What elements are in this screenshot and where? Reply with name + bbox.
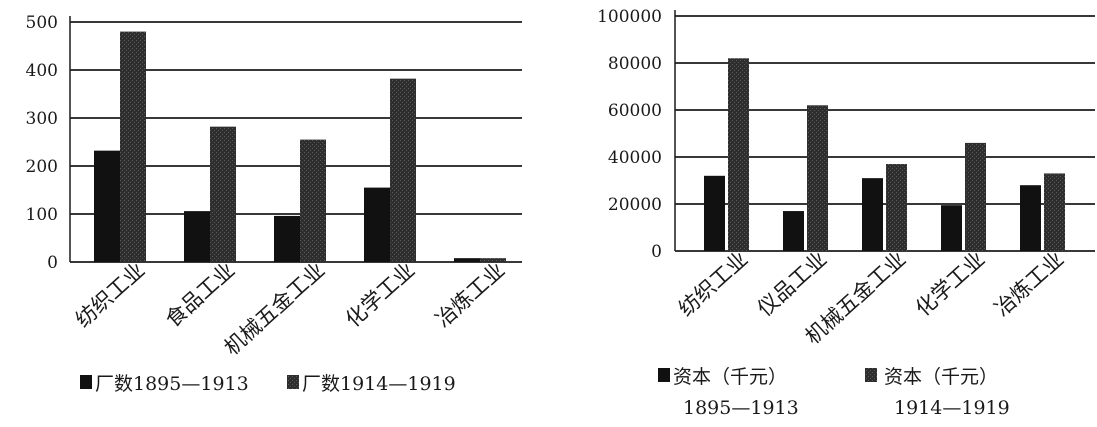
x-tick-label: 冶炼工业	[990, 247, 1068, 321]
bar	[728, 58, 749, 251]
y-tick-label: 60000	[608, 101, 662, 121]
bar	[94, 150, 120, 262]
y-tick-label: 100	[26, 205, 58, 225]
y-tick-label: 100000	[597, 7, 662, 27]
legend-label: 资本（千元）	[884, 366, 998, 388]
x-tick-label: 化学工业	[341, 258, 419, 332]
x-tick-label: 纺织工业	[674, 247, 752, 321]
bar	[862, 178, 883, 251]
legend-label: 1914—1919	[894, 397, 1010, 419]
y-tick-label: 20000	[608, 195, 662, 215]
legend-marker	[287, 375, 299, 389]
x-tick-label: 冶炼工业	[431, 258, 509, 332]
bar	[704, 175, 725, 251]
y-tick-label: 500	[26, 13, 58, 33]
legend-marker	[865, 368, 877, 382]
bar	[274, 215, 300, 262]
bar	[300, 139, 326, 262]
bar	[210, 126, 236, 262]
bar	[1044, 173, 1065, 251]
x-tick-label: 食品工业	[161, 258, 239, 332]
bar	[886, 164, 907, 251]
bar	[1020, 185, 1041, 251]
y-tick-label: 0	[47, 253, 58, 273]
x-tick-label: 纺织工业	[71, 258, 149, 332]
y-tick-label: 0	[651, 242, 662, 262]
legend-label: 资本（千元）	[673, 366, 787, 388]
bar	[480, 258, 506, 262]
bar	[364, 187, 390, 262]
legend-label: 厂数1914—1919	[302, 373, 456, 395]
x-tick-label: 化学工业	[911, 247, 989, 321]
legend-label: 厂数1895—1913	[95, 373, 249, 395]
legend-label: 1895—1913	[683, 397, 799, 419]
bar	[965, 142, 986, 251]
y-tick-label: 400	[26, 61, 58, 81]
y-tick-label: 300	[26, 109, 58, 129]
bar	[184, 211, 210, 262]
y-tick-label: 200	[26, 157, 58, 177]
y-tick-label: 40000	[608, 148, 662, 168]
x-tick-label: 仪品工业	[753, 247, 831, 321]
legend-marker	[80, 375, 92, 389]
y-tick-label: 80000	[608, 54, 662, 74]
bar	[783, 211, 804, 251]
legend-marker	[658, 368, 670, 382]
bar	[807, 105, 828, 251]
bar	[120, 31, 146, 262]
bar	[941, 205, 962, 251]
bar	[454, 258, 480, 262]
bar	[390, 78, 416, 262]
